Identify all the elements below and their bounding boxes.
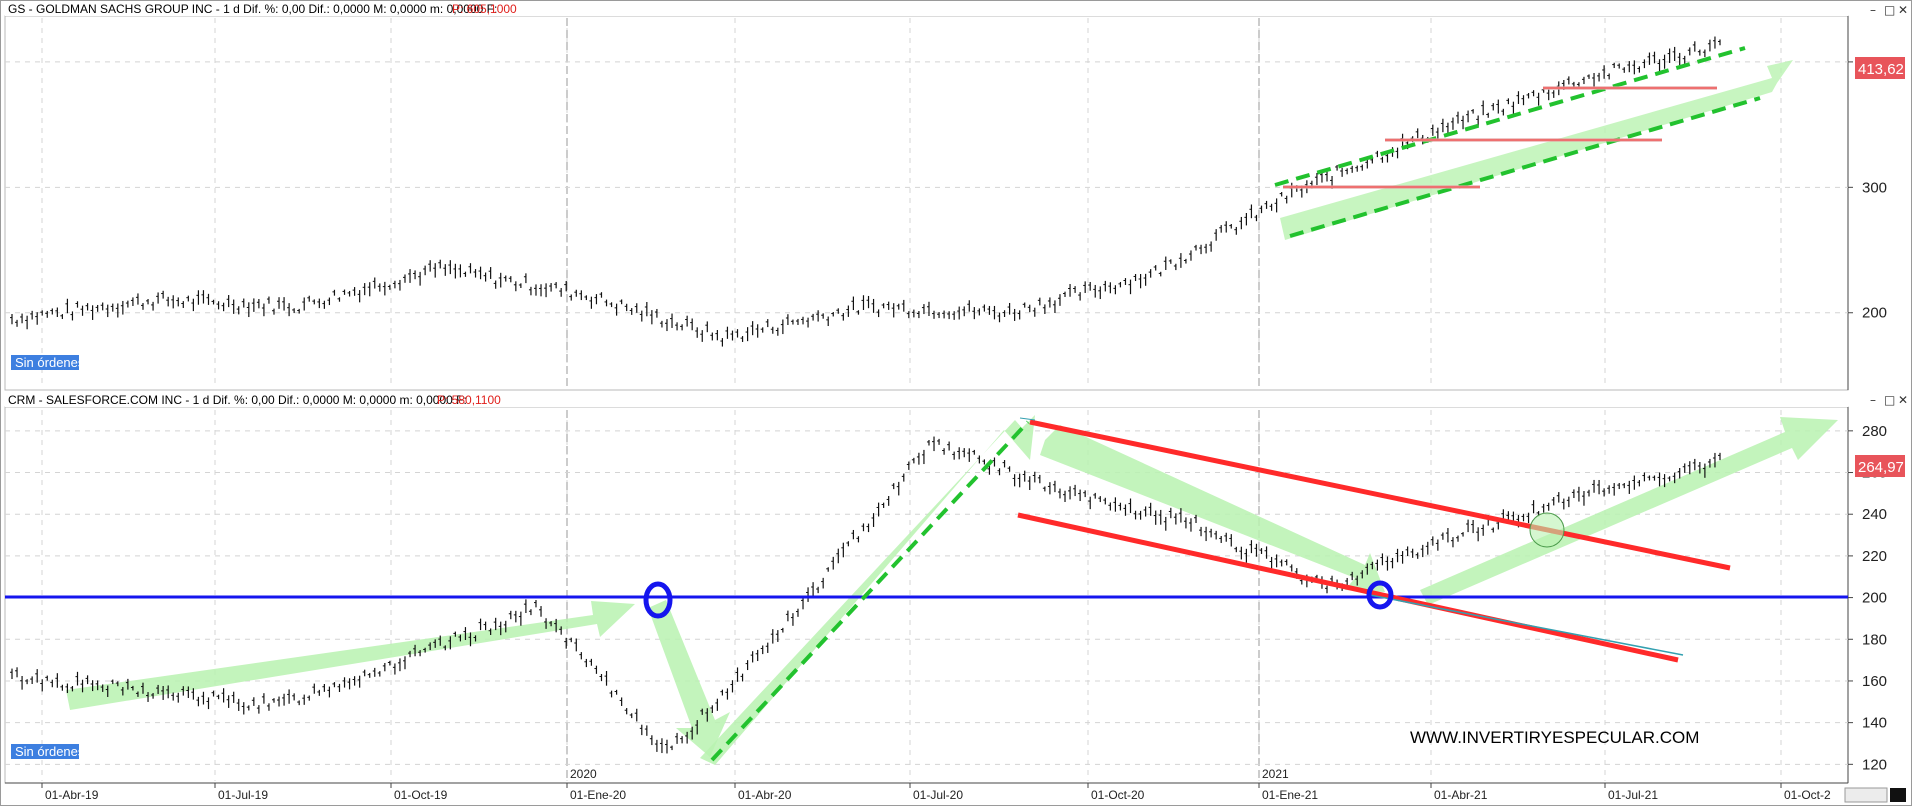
gs-resistance-3-zone bbox=[1543, 86, 1717, 90]
crm-breakout-circle bbox=[1529, 512, 1565, 548]
crm-marker-retest bbox=[1366, 580, 1394, 610]
gs-price-label: 413,62 bbox=[1858, 61, 1904, 78]
crm-thin-trendline bbox=[1019, 417, 1036, 421]
yaxis-tick-label: 280 bbox=[1862, 423, 1887, 440]
gs-price-bars bbox=[10, 36, 1721, 347]
xaxis-tick-label: 01-Abr-19 bbox=[45, 788, 99, 802]
yaxis-tick-label: 180 bbox=[1862, 631, 1887, 648]
gs-minimize-button[interactable]: – bbox=[1870, 3, 1876, 17]
xaxis-year-labels: 2020 2021 bbox=[570, 767, 1289, 781]
yaxis-tick-label: 300 bbox=[1862, 179, 1887, 196]
crm-header-price: P: 580,1100 bbox=[437, 393, 501, 407]
gs-orders-badge[interactable] bbox=[11, 355, 79, 370]
yaxis-tick-label: 120 bbox=[1862, 756, 1887, 773]
gs-resistance-1-zone bbox=[1283, 185, 1480, 189]
gs-header-price: P: 605,1000 bbox=[452, 2, 517, 16]
crm-yaxis-ticks: 280260240220200180160140120 bbox=[1848, 423, 1887, 773]
xaxis-tick-label: 01-Oct-20 bbox=[1091, 788, 1145, 802]
gs-header: GS - GOLDMAN SACHS GROUP INC - 1 d Dif. … bbox=[8, 2, 497, 16]
yaxis-tick-label: 200 bbox=[1862, 590, 1887, 607]
crm-price-badge bbox=[1855, 455, 1905, 477]
gs-orders-label: Sin órdenes bbox=[15, 355, 85, 370]
yaxis-tick-label: 240 bbox=[1862, 506, 1887, 523]
crm-orders-badge[interactable] bbox=[11, 744, 79, 759]
crm-thin-trendline-2 bbox=[1369, 594, 1684, 656]
xaxis-tick-label: 01-Abr-21 bbox=[1434, 788, 1488, 802]
gs-header-bar bbox=[5, 2, 1848, 16]
gs-resistance-2-zone bbox=[1385, 138, 1662, 142]
xaxis-year-label: 2020 bbox=[570, 767, 597, 781]
yaxis-tick-label: 200 bbox=[1862, 305, 1887, 322]
xaxis-tick-label: 01-Jul-21 bbox=[1608, 788, 1658, 802]
xaxis-tick-label: 01-Jul-19 bbox=[218, 788, 268, 802]
crm-marker-breakdown bbox=[643, 581, 673, 619]
crm-price-bars bbox=[10, 436, 1721, 754]
gs-panel: 400300200 GS - GOLDMAN SACHS GROUP INC -… bbox=[4, 2, 1908, 391]
crm-minimize-button[interactable]: – bbox=[1870, 393, 1876, 407]
xaxis-tick-label: 01-Ene-20 bbox=[570, 788, 626, 802]
crm-rally-trendline bbox=[710, 420, 1030, 762]
crm-rally-arrow bbox=[700, 415, 1035, 765]
yaxis-tick-label: 220 bbox=[1862, 548, 1887, 565]
crm-close-button[interactable]: ✕ bbox=[1898, 393, 1908, 407]
crm-plot-area bbox=[4, 406, 1849, 784]
watermark: WWW.INVERTIRYESPECULAR.COM bbox=[1410, 728, 1699, 747]
scroll-end-button[interactable] bbox=[1890, 788, 1906, 802]
crm-price-label: 264,97 bbox=[1858, 459, 1904, 476]
gs-channel-upper bbox=[1274, 46, 1746, 187]
xaxis-tick-label: 01-Oct-19 bbox=[394, 788, 448, 802]
xaxis-tick-label: 01-Ene-21 bbox=[1262, 788, 1318, 802]
yaxis-tick-label: 160 bbox=[1862, 673, 1887, 690]
crm-uptrend-arrow-1 bbox=[66, 601, 635, 710]
crm-recovery-arrow bbox=[1420, 417, 1838, 605]
yaxis-tick-label: 140 bbox=[1862, 715, 1887, 732]
crm-maximize-button[interactable]: □ bbox=[1884, 393, 1895, 407]
xaxis-year-label: 2021 bbox=[1262, 767, 1289, 781]
gs-plot-area bbox=[4, 15, 1849, 391]
crm-decline-arrow bbox=[1040, 425, 1385, 592]
gs-price-badge bbox=[1855, 57, 1905, 79]
crm-header-bar bbox=[5, 393, 1848, 407]
gs-close-button[interactable]: ✕ bbox=[1898, 3, 1908, 17]
crm-panel: 280260240220200180160140120 CRM - SALESF… bbox=[4, 393, 1908, 784]
xaxis-labels: 01-Abr-19 01-Jul-19 01-Oct-19 01-Ene-20 01-A… bbox=[41, 783, 1831, 802]
xaxis-tick-label: 01-Oct-2 bbox=[1784, 788, 1831, 802]
crm-channel-lower bbox=[1017, 512, 1679, 663]
gs-channel-lower bbox=[1289, 96, 1761, 238]
crm-orders-label: Sin órdenes bbox=[15, 744, 85, 759]
crm-header: CRM - SALESFORCE.COM INC - 1 d Dif. %: 0… bbox=[8, 393, 467, 407]
xaxis-tick-label: 01-Jul-20 bbox=[913, 788, 963, 802]
crm-crash-arrow bbox=[648, 600, 730, 757]
crm-channel-upper bbox=[1029, 419, 1731, 571]
gs-grid bbox=[5, 18, 1848, 388]
gs-maximize-button[interactable]: □ bbox=[1884, 3, 1895, 17]
xaxis-tick-label: 01-Abr-20 bbox=[738, 788, 792, 802]
gs-uptrend-arrow bbox=[1280, 60, 1793, 240]
horizontal-scrollbar[interactable] bbox=[1844, 787, 1888, 803]
xaxis: 01-Abr-19 01-Jul-19 01-Oct-19 01-Ene-20 01-A… bbox=[5, 767, 1906, 803]
